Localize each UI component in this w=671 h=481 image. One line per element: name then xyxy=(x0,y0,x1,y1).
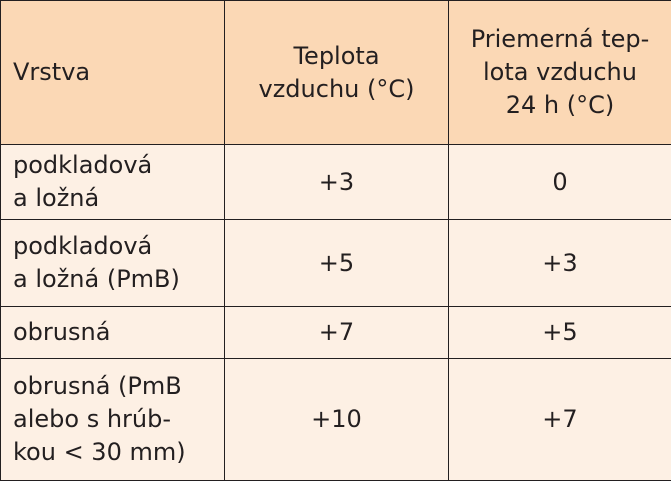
table-row: obrusná (PmB alebo s hrúb- kou < 30 mm) … xyxy=(1,359,671,481)
average-temperature-cell: +7 xyxy=(449,359,671,481)
header-row: Vrstva Teplota vzduchu (°C) Priemerná te… xyxy=(1,1,671,145)
average-temperature-cell: +5 xyxy=(449,307,671,359)
air-temperature-cell: +7 xyxy=(225,307,449,359)
header-layer: Vrstva xyxy=(1,1,225,145)
air-temperature-cell: +10 xyxy=(225,359,449,481)
header-air-temperature: Teplota vzduchu (°C) xyxy=(225,1,449,145)
air-temperature-cell: +3 xyxy=(225,145,449,220)
table-row: obrusná +7 +5 xyxy=(1,307,671,359)
air-temperature-cell: +5 xyxy=(225,220,449,307)
layer-cell: obrusná xyxy=(1,307,225,359)
layer-cell: obrusná (PmB alebo s hrúb- kou < 30 mm) xyxy=(1,359,225,481)
table-row: podkladová a ložná +3 0 xyxy=(1,145,671,220)
layer-cell: podkladová a ložná xyxy=(1,145,225,220)
average-temperature-cell: +3 xyxy=(449,220,671,307)
header-average-air-temperature: Priemerná tep- lota vzduchu 24 h (°C) xyxy=(449,1,671,145)
table-row: podkladová a ložná (PmB) +5 +3 xyxy=(1,220,671,307)
layer-cell: podkladová a ložná (PmB) xyxy=(1,220,225,307)
average-temperature-cell: 0 xyxy=(449,145,671,220)
